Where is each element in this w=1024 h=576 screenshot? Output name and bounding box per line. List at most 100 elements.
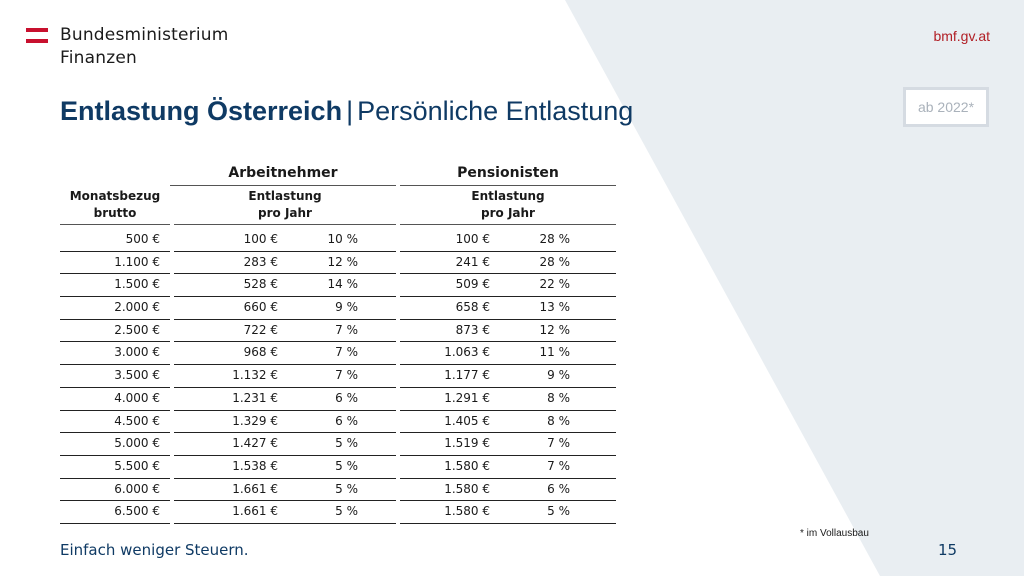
row-rule xyxy=(60,296,170,298)
cell-monatsbezug: 1.100 € xyxy=(114,254,160,269)
row-rule xyxy=(60,273,170,275)
validity-badge: ab 2022* xyxy=(903,87,989,127)
row-rule xyxy=(400,364,616,366)
row-rule xyxy=(60,409,170,411)
cell-pe-betrag: 1.177 € xyxy=(444,368,490,383)
cell-an-prozent: 6 % xyxy=(335,413,358,428)
header-rule xyxy=(174,224,396,225)
row-rule xyxy=(400,477,616,479)
row-rule xyxy=(400,454,616,456)
column-header-monatsbezug-line2: brutto xyxy=(93,206,137,220)
row-rule xyxy=(174,341,396,343)
site-link[interactable]: bmf.gv.at xyxy=(933,28,990,44)
cell-an-betrag: 1.231 € xyxy=(232,390,278,405)
cell-pe-prozent: 11 % xyxy=(539,345,571,360)
title-sub: Persönliche Entlastung xyxy=(357,96,634,126)
column-header-pe-line2: pro Jahr xyxy=(481,206,535,220)
cell-pe-prozent: 8 % xyxy=(547,390,570,405)
cell-pe-prozent: 12 % xyxy=(539,322,571,337)
row-rule xyxy=(60,341,170,343)
table-row: 2.500 € 722 € 7 % 873 € 12 % xyxy=(60,320,620,343)
cell-pe-prozent: 28 % xyxy=(539,232,571,246)
row-rule xyxy=(60,250,170,252)
row-rule xyxy=(400,500,616,502)
table-row: 4.500 € 1.329 € 6 % 1.405 € 8 % xyxy=(60,411,620,434)
column-header-an-line1: Entlastung xyxy=(248,189,322,203)
footer-slogan: Einfach weniger Steuern. xyxy=(60,541,249,559)
cell-pe-prozent: 8 % xyxy=(547,413,570,428)
cell-pe-prozent: 6 % xyxy=(547,481,570,496)
cell-an-betrag: 1.661 € xyxy=(232,481,278,496)
column-header-monatsbezug-line1: Monatsbezug xyxy=(69,189,161,203)
cell-pe-betrag: 1.580 € xyxy=(444,458,490,473)
cell-an-betrag: 968 € xyxy=(243,345,278,360)
cell-monatsbezug: 2.000 € xyxy=(114,300,160,315)
cell-an-betrag: 283 € xyxy=(243,254,278,269)
cell-monatsbezug: 6.000 € xyxy=(114,481,160,496)
cell-pe-prozent: 7 % xyxy=(547,458,570,473)
row-rule xyxy=(60,432,170,434)
cell-an-prozent: 10 % xyxy=(327,232,359,246)
table-row: 5.000 € 1.427 € 5 % 1.519 € 7 % xyxy=(60,433,620,456)
row-rule xyxy=(60,500,170,502)
cell-pe-betrag: 100 € xyxy=(455,232,490,246)
table-row: 5.500 € 1.538 € 5 % 1.580 € 7 % xyxy=(60,456,620,479)
row-rule xyxy=(400,250,616,252)
cell-an-betrag: 1.427 € xyxy=(232,436,278,451)
cell-pe-betrag: 1.291 € xyxy=(444,390,490,405)
cell-an-prozent: 5 % xyxy=(335,504,358,519)
row-rule xyxy=(60,364,170,366)
cell-monatsbezug: 1.500 € xyxy=(114,277,160,292)
cell-an-prozent: 14 % xyxy=(327,277,359,292)
cell-monatsbezug: 500 € xyxy=(125,232,160,246)
table-row: 6.500 € 1.661 € 5 % 1.580 € 5 % xyxy=(60,501,620,524)
row-rule xyxy=(400,409,616,411)
row-rule xyxy=(400,386,616,388)
cell-an-betrag: 528 € xyxy=(243,277,278,292)
logo-line2: Finanzen xyxy=(60,48,137,68)
cell-monatsbezug: 5.000 € xyxy=(114,436,160,451)
row-rule xyxy=(60,454,170,456)
row-rule xyxy=(174,386,396,388)
cell-pe-betrag: 1.405 € xyxy=(444,413,490,428)
cell-pe-prozent: 22 % xyxy=(539,277,571,292)
title-main: Entlastung Österreich xyxy=(60,96,343,126)
footnote: * im Vollausbau xyxy=(800,528,869,539)
row-rule xyxy=(60,318,170,320)
cell-pe-betrag: 1.519 € xyxy=(444,436,490,451)
table-row: 500 € 100 € 10 % 100 € 28 % xyxy=(60,229,620,252)
logo-text: Bundesministerium Finanzen xyxy=(60,24,280,70)
row-rule xyxy=(400,432,616,434)
cell-pe-betrag: 509 € xyxy=(455,277,490,292)
row-rule xyxy=(174,409,396,411)
title-separator: | xyxy=(346,96,354,126)
cell-monatsbezug: 2.500 € xyxy=(114,322,160,337)
cell-monatsbezug: 3.500 € xyxy=(114,368,160,383)
header-rule xyxy=(60,224,170,225)
cell-pe-betrag: 658 € xyxy=(455,300,490,315)
cell-an-betrag: 1.329 € xyxy=(232,413,278,428)
cell-pe-prozent: 7 % xyxy=(547,436,570,451)
row-rule xyxy=(174,522,396,524)
logo-line1: Bundesministerium xyxy=(60,25,229,45)
row-rule xyxy=(400,296,616,298)
cell-an-prozent: 7 % xyxy=(335,345,358,360)
cell-pe-betrag: 873 € xyxy=(455,322,490,337)
group-header-pensionisten: Pensionisten xyxy=(400,162,616,186)
row-rule xyxy=(400,522,616,524)
cell-an-betrag: 660 € xyxy=(243,300,278,315)
row-rule xyxy=(174,318,396,320)
cell-monatsbezug: 5.500 € xyxy=(114,458,160,473)
group-header-arbeitnehmer: Arbeitnehmer xyxy=(170,162,396,186)
cell-pe-prozent: 5 % xyxy=(547,504,570,519)
cell-an-prozent: 6 % xyxy=(335,390,358,405)
cell-pe-prozent: 13 % xyxy=(539,300,571,315)
row-rule xyxy=(400,318,616,320)
cell-pe-prozent: 28 % xyxy=(539,254,571,269)
header-rule xyxy=(400,224,616,225)
cell-pe-betrag: 1.580 € xyxy=(444,481,490,496)
row-rule xyxy=(174,454,396,456)
cell-an-prozent: 9 % xyxy=(335,300,358,315)
cell-an-betrag: 100 € xyxy=(243,232,278,246)
row-rule xyxy=(60,522,170,524)
